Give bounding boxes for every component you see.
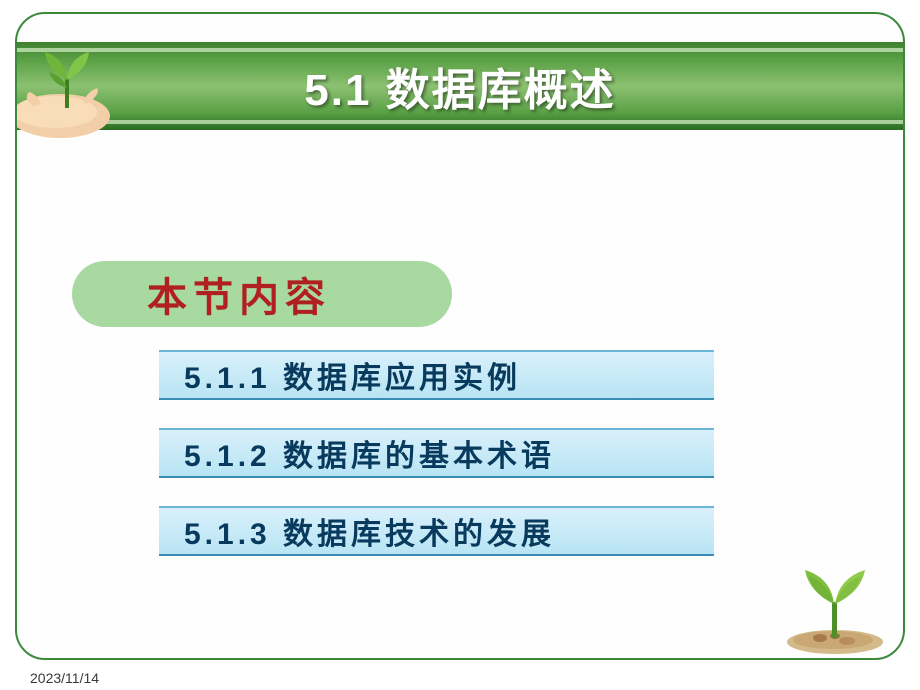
item-label: 5.1.2 数据库的基本术语 (184, 431, 555, 475)
header-stripe-border-top (17, 48, 903, 52)
item-bar-2: 5.1.2 数据库的基本术语 (159, 428, 714, 478)
header-stripe-border-bottom (17, 120, 903, 124)
item-bar-1: 5.1.1 数据库应用实例 (159, 350, 714, 400)
item-label: 5.1.3 数据库技术的发展 (184, 509, 555, 553)
section-label: 本节内容 (147, 265, 331, 323)
item-bar-3: 5.1.3 数据库技术的发展 (159, 506, 714, 556)
footer-date: 2023/11/14 (30, 670, 99, 686)
item-label: 5.1.1 数据库应用实例 (184, 353, 521, 397)
sprout-icon (775, 564, 885, 654)
hand-plant-icon (15, 44, 135, 144)
section-pill: 本节内容 (72, 261, 452, 327)
slide-frame: 5.1 数据库概述 本节内容 5.1.1 数据库应用实例 5.1.2 数据库的基… (15, 12, 905, 660)
slide-title: 5.1 数据库概述 (17, 54, 903, 118)
header-band: 5.1 数据库概述 (17, 42, 903, 130)
